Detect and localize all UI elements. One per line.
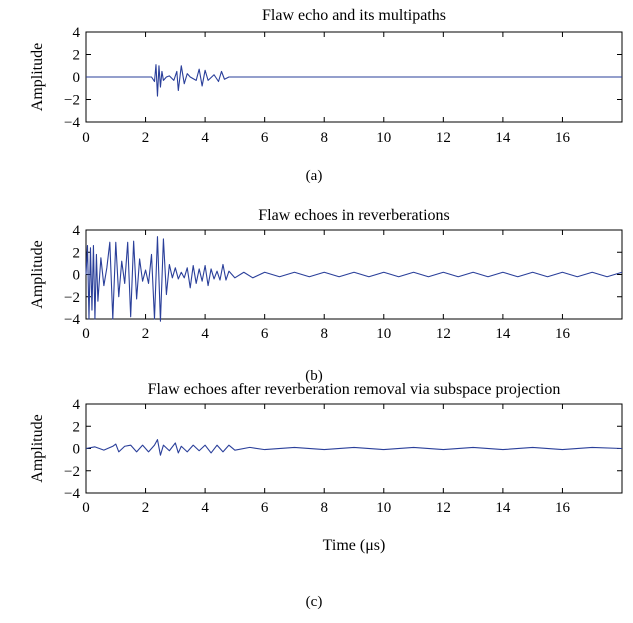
x-tick-label: 14 bbox=[495, 500, 511, 516]
x-tick-label: 8 bbox=[320, 326, 328, 342]
chart-title: Flaw echoes after reverberation removal … bbox=[148, 381, 561, 398]
x-tick-label: 12 bbox=[436, 326, 451, 342]
x-tick-label: 16 bbox=[555, 130, 571, 146]
x-tick-label: 0 bbox=[82, 326, 90, 342]
x-tick-label: 10 bbox=[376, 500, 391, 516]
y-tick-label: −2 bbox=[64, 93, 80, 109]
x-tick-label: 14 bbox=[495, 326, 511, 342]
x-tick-label: 4 bbox=[201, 500, 209, 516]
panel-caption: (a) bbox=[306, 168, 323, 184]
x-tick-label: 2 bbox=[142, 130, 150, 146]
series-line bbox=[85, 439, 623, 456]
y-tick-label: −2 bbox=[64, 464, 80, 480]
panel-caption: (b) bbox=[305, 368, 323, 384]
series-line bbox=[85, 236, 623, 322]
y-axis-label: Amplitude bbox=[29, 240, 46, 308]
x-tick-label: 16 bbox=[555, 500, 571, 516]
x-tick-label: 4 bbox=[201, 130, 209, 146]
panel-caption: (c) bbox=[306, 594, 323, 610]
chart-title: Flaw echo and its multipaths bbox=[262, 7, 446, 24]
x-tick-label: 0 bbox=[82, 130, 90, 146]
x-tick-label: 2 bbox=[142, 326, 150, 342]
x-tick-label: 14 bbox=[495, 130, 511, 146]
x-tick-label: 10 bbox=[376, 130, 391, 146]
y-tick-label: 2 bbox=[73, 245, 81, 261]
x-axis-label: Time (μs) bbox=[323, 537, 386, 554]
x-tick-label: 2 bbox=[142, 500, 150, 516]
x-tick-label: 16 bbox=[555, 326, 571, 342]
y-tick-label: −2 bbox=[64, 290, 80, 306]
x-tick-label: 12 bbox=[436, 500, 451, 516]
x-tick-label: 6 bbox=[261, 500, 269, 516]
y-tick-label: 4 bbox=[73, 223, 81, 239]
x-tick-label: 12 bbox=[436, 130, 451, 146]
y-tick-label: 2 bbox=[73, 419, 81, 435]
x-tick-label: 0 bbox=[82, 500, 90, 516]
x-tick-label: 8 bbox=[320, 130, 328, 146]
y-tick-label: −4 bbox=[64, 486, 80, 502]
x-tick-label: 4 bbox=[201, 326, 209, 342]
panel-3: Flaw echoes after reverberation removal … bbox=[29, 381, 623, 610]
y-tick-label: 0 bbox=[73, 70, 81, 86]
chart-title: Flaw echoes in reverberations bbox=[258, 207, 449, 224]
x-tick-label: 6 bbox=[261, 130, 269, 146]
y-tick-label: −4 bbox=[64, 312, 80, 328]
y-tick-label: −4 bbox=[64, 115, 80, 131]
x-tick-label: 6 bbox=[261, 326, 269, 342]
series-line bbox=[86, 64, 622, 97]
y-axis-label: Amplitude bbox=[29, 43, 46, 111]
y-tick-label: 4 bbox=[73, 397, 81, 413]
y-tick-label: 2 bbox=[73, 48, 81, 64]
y-tick-label: 4 bbox=[73, 25, 81, 41]
x-tick-label: 8 bbox=[320, 500, 328, 516]
x-tick-label: 10 bbox=[376, 326, 391, 342]
y-tick-label: 0 bbox=[73, 268, 81, 284]
y-axis-label: Amplitude bbox=[29, 414, 46, 482]
y-tick-label: 0 bbox=[73, 442, 81, 458]
